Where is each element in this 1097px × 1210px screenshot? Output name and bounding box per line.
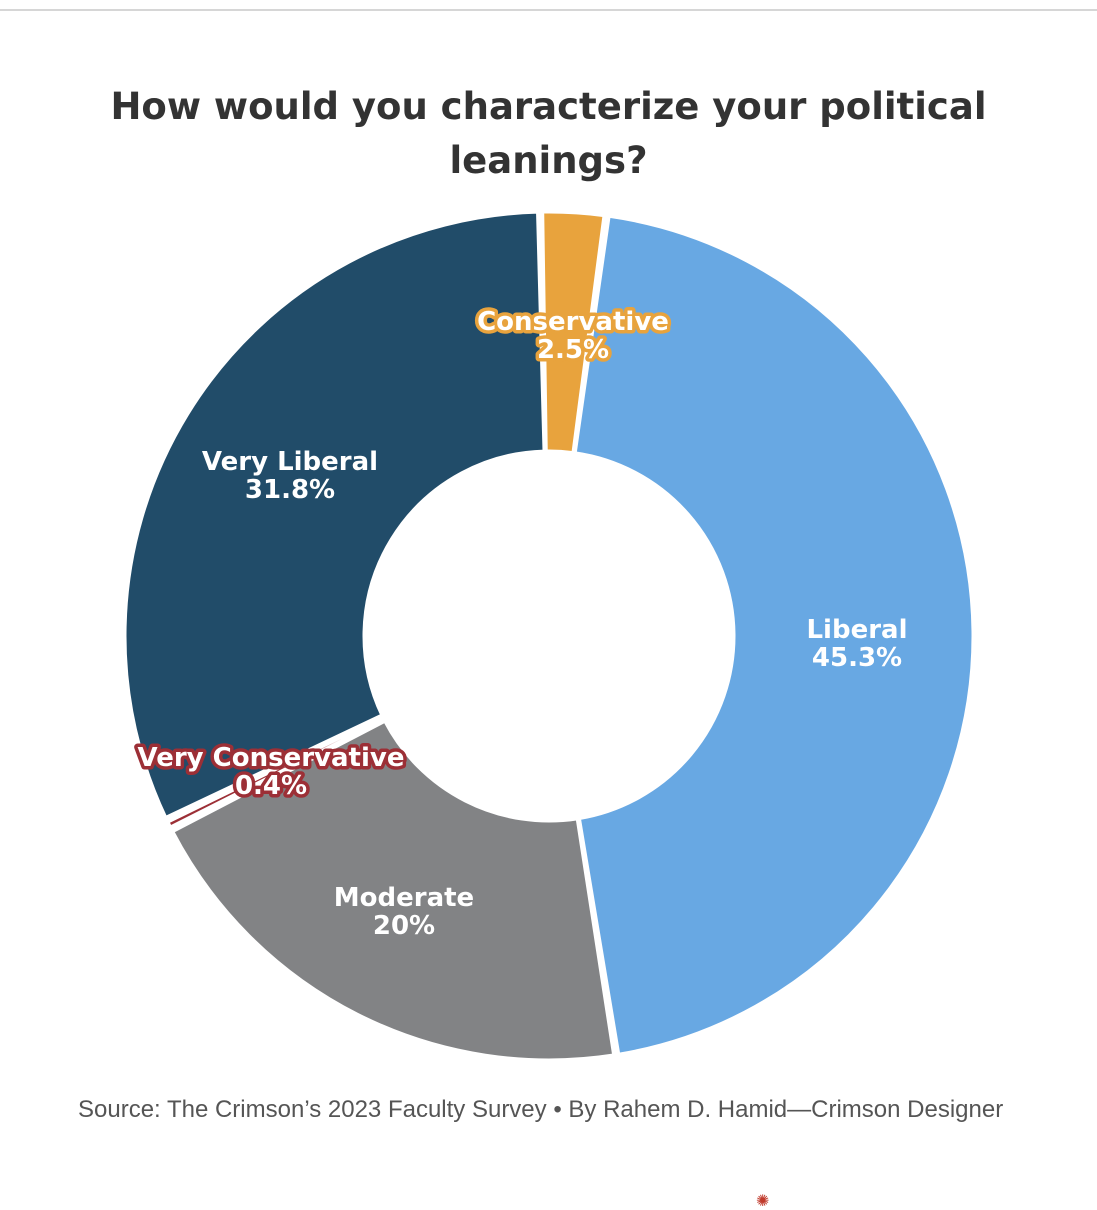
slice-value-liberal: 45.3% xyxy=(812,643,902,673)
slice-label-very-conservative: Very Conservative xyxy=(138,743,405,773)
slice-very-conservative[interactable] xyxy=(166,715,386,829)
source-note: Source: The Crimson’s 2023 Faculty Surve… xyxy=(78,1096,1004,1123)
crimson-logo-icon: ✺ xyxy=(756,1191,770,1210)
slice-label-liberal: Liberal xyxy=(806,615,907,645)
top-divider xyxy=(0,9,1097,11)
chart-title: How would you characterize your politica… xyxy=(110,85,987,182)
slice-label-very-liberal: Very Liberal xyxy=(202,447,378,477)
slice-very-liberal[interactable] xyxy=(123,210,546,819)
slice-label-moderate: Moderate xyxy=(334,883,474,913)
slice-conservative[interactable] xyxy=(541,210,606,455)
slice-value-very-conservative: 0.4% xyxy=(235,771,307,801)
slice-value-moderate: 20% xyxy=(373,911,435,941)
slice-value-conservative: 2.5% xyxy=(537,335,609,365)
slice-liberal[interactable] xyxy=(573,214,975,1056)
slice-label-conservative: Conservative xyxy=(477,307,669,337)
slice-moderate[interactable] xyxy=(171,719,616,1062)
slice-value-very-liberal: 31.8% xyxy=(245,475,335,505)
